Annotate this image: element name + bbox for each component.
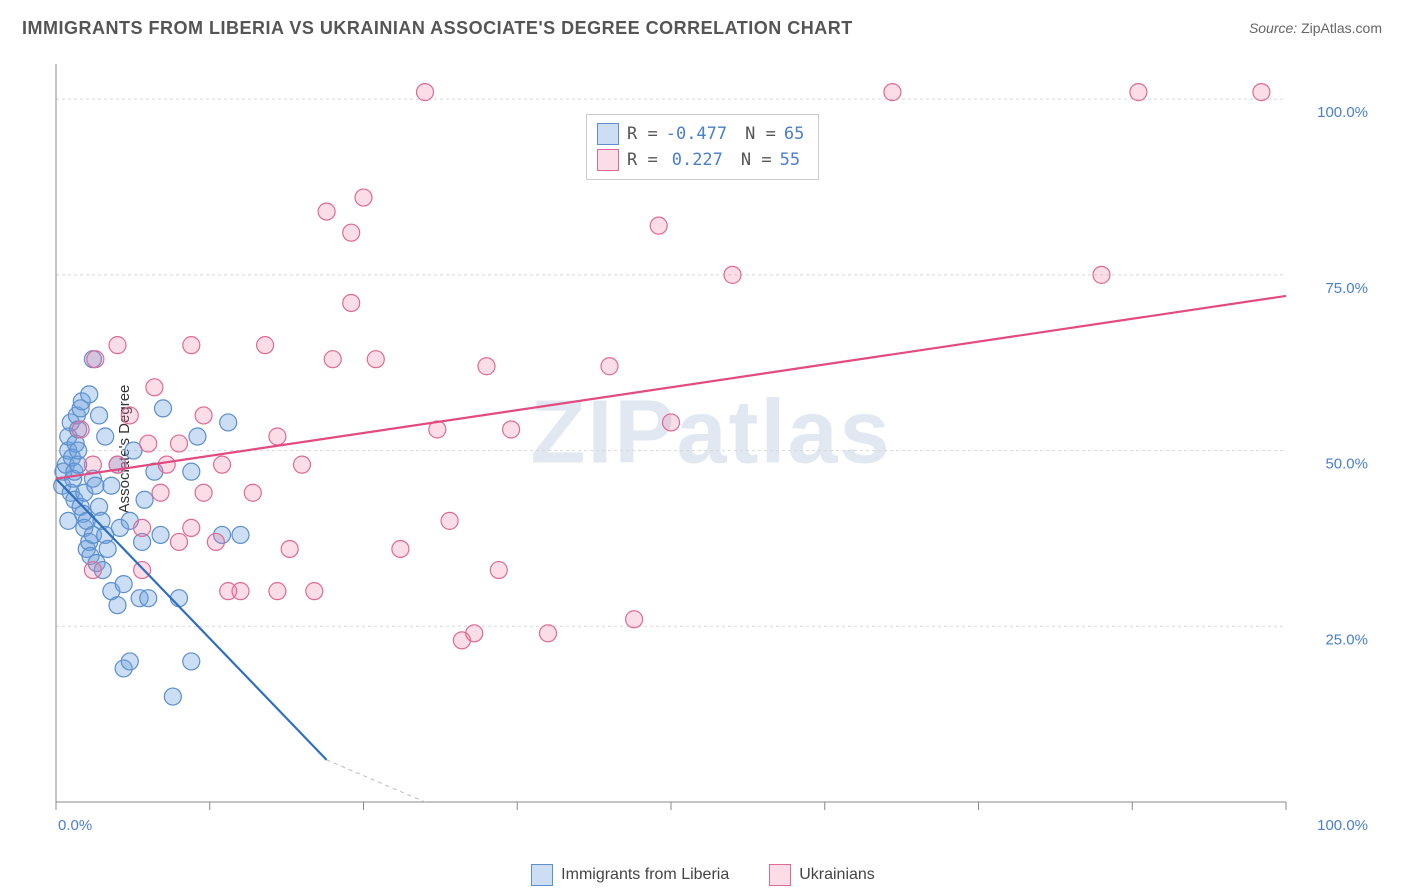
legend-swatch-0: [597, 123, 619, 145]
bottom-legend: Immigrants from Liberia Ukrainians: [0, 864, 1406, 886]
svg-text:100.0%: 100.0%: [1317, 104, 1368, 121]
legend-stats-row-0: R = -0.477 N = 65: [597, 121, 804, 147]
svg-text:25.0%: 25.0%: [1325, 631, 1368, 648]
chart-title: IMMIGRANTS FROM LIBERIA VS UKRAINIAN ASS…: [22, 18, 853, 39]
svg-text:0.0%: 0.0%: [58, 817, 92, 834]
source-attr: Source: ZipAtlas.com: [1249, 20, 1382, 36]
bottom-legend-item-1: Ukrainians: [769, 864, 875, 886]
svg-text:50.0%: 50.0%: [1325, 456, 1368, 473]
r-label-1: R =: [627, 150, 658, 170]
r-value-0: -0.477: [666, 124, 727, 144]
bottom-swatch-0: [531, 864, 553, 886]
legend-stats-row-1: R = 0.227 N = 55: [597, 147, 804, 173]
plot-container: Associate's Degree ZIPatlas 25.0%50.0%75…: [46, 56, 1376, 842]
bottom-label-1: Ukrainians: [799, 866, 875, 884]
source-value: ZipAtlas.com: [1301, 20, 1382, 36]
legend-swatch-1: [597, 149, 619, 171]
n-label-0: N =: [745, 124, 776, 144]
n-value-0: 65: [784, 124, 804, 144]
n-value-1: 55: [780, 150, 800, 170]
r-label-0: R =: [627, 124, 658, 144]
n-label-1: N =: [741, 150, 772, 170]
svg-text:75.0%: 75.0%: [1325, 280, 1368, 297]
bottom-swatch-1: [769, 864, 791, 886]
source-label: Source:: [1249, 20, 1297, 36]
r-value-1: 0.227: [672, 150, 723, 170]
legend-stats: R = -0.477 N = 65 R = 0.227 N = 55: [586, 114, 819, 180]
bottom-legend-item-0: Immigrants from Liberia: [531, 864, 729, 886]
svg-text:100.0%: 100.0%: [1317, 817, 1368, 834]
bottom-label-0: Immigrants from Liberia: [561, 866, 729, 884]
